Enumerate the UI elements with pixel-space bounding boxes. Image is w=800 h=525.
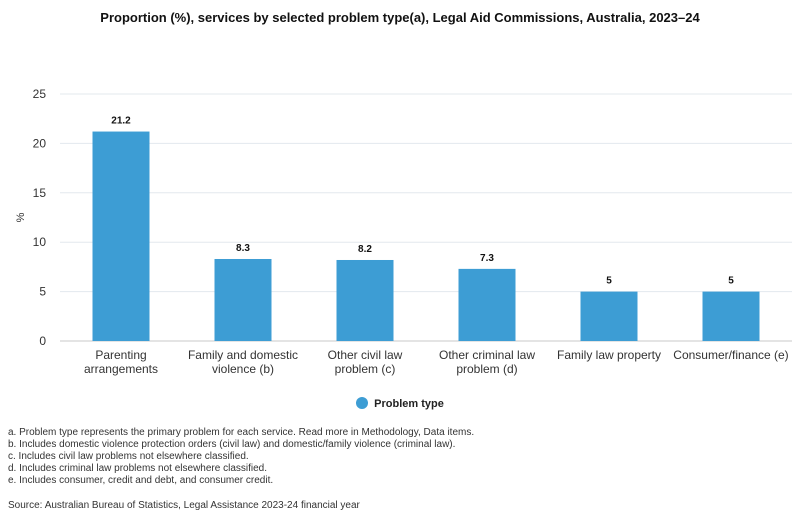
data-labels: 21.2 8.3 8.2 7.3 5 5 <box>111 116 734 287</box>
x-tick-label: Parenting arrangements <box>84 348 158 376</box>
y-tick-label: 25 <box>33 87 47 101</box>
x-tick-label: Other civil law problem (c) <box>328 348 403 376</box>
data-label: 8.3 <box>236 243 250 254</box>
footnote-a: a. Problem type represents the primary p… <box>8 427 475 438</box>
legend-label: Problem type <box>374 398 444 410</box>
bar[interactable] <box>214 258 272 341</box>
data-label: 5 <box>606 276 612 287</box>
bars <box>92 131 760 341</box>
y-tick-label: 20 <box>33 136 47 150</box>
y-tick-label: 10 <box>33 235 47 249</box>
footnotes: a. Problem type represents the primary p… <box>8 427 474 487</box>
source-note: Source: Australian Bureau of Statistics,… <box>8 500 360 511</box>
gridlines <box>60 93 792 342</box>
y-tick-label: 5 <box>39 285 46 299</box>
y-tick-label: 15 <box>33 186 47 200</box>
y-axis-label: % <box>15 212 27 222</box>
bar[interactable] <box>92 131 150 341</box>
x-tick-label: Family law property <box>557 348 661 362</box>
bar[interactable] <box>702 291 760 341</box>
x-axis-categories: Parenting arrangements Family and domestic… <box>84 348 789 376</box>
legend-swatch <box>356 397 369 409</box>
data-label: 5 <box>728 276 734 287</box>
bar[interactable] <box>458 268 516 341</box>
data-label: 8.2 <box>358 244 372 255</box>
chart-title: Proportion (%), services by selected pro… <box>100 10 700 25</box>
footnote-c: c. Includes civil law problems not elsew… <box>8 451 249 462</box>
data-label: 7.3 <box>480 253 494 264</box>
bar[interactable] <box>580 291 638 341</box>
data-label: 21.2 <box>111 116 131 127</box>
footnote-b: b. Includes domestic violence protection… <box>8 439 456 450</box>
bar-chart: 0 5 10 15 20 25 21.2 8.3 8.2 7.3 5 5 Parenting arra… <box>15 87 792 376</box>
bar[interactable] <box>336 259 394 341</box>
y-tick-label: 0 <box>39 334 46 348</box>
footnote-d: d. Includes criminal law problems not el… <box>8 463 268 474</box>
legend[interactable]: Problem type <box>0 397 800 410</box>
x-tick-label: Other criminal law problem (d) <box>439 348 535 376</box>
x-tick-label: Family and domestic violence (b) <box>188 348 298 376</box>
y-axis-ticks: 0 5 10 15 20 25 <box>33 87 47 348</box>
x-tick-label: Consumer/finance (e) <box>673 348 788 362</box>
footnote-e: e. Includes consumer, credit and debt, a… <box>8 475 274 486</box>
